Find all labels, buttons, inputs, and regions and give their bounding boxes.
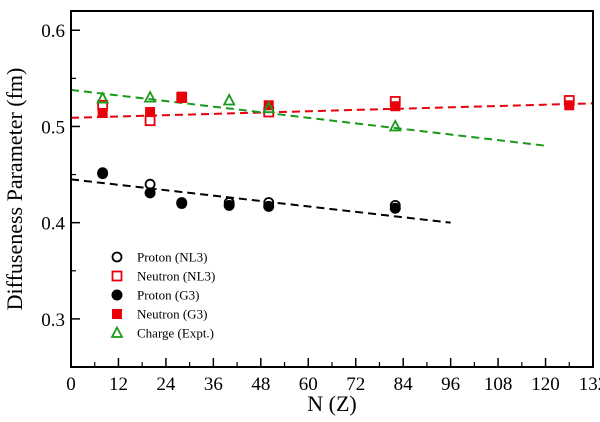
legend-label: Neutron (NL3) [137, 269, 215, 284]
data-point [143, 90, 157, 103]
data-point [389, 202, 401, 214]
legend-marker [111, 270, 123, 282]
x-tick-label: 108 [484, 374, 513, 395]
data-point [97, 107, 108, 118]
x-tick-label: 132 [579, 374, 600, 395]
data-point [262, 100, 276, 114]
fit-lines [70, 88, 594, 224]
legend-marker [111, 289, 123, 301]
y-axis-title: Diffuseness Parameter (fm) [2, 68, 27, 311]
legend-label: Charge (Expt.) [137, 326, 214, 341]
data-point [223, 199, 235, 211]
y-tick-label: 0.4 [41, 214, 65, 235]
x-tick-label: 120 [531, 374, 560, 395]
data-point [144, 187, 156, 199]
x-tick-label: 36 [204, 374, 223, 395]
y-tick-label: 0.6 [41, 21, 65, 42]
data-points [96, 90, 575, 214]
x-tick-label: 96 [441, 374, 460, 395]
x-tick-label: 0 [66, 374, 76, 395]
fit-line [70, 88, 546, 147]
data-point [176, 91, 187, 102]
x-tick-label: 84 [394, 374, 414, 395]
data-point [222, 93, 236, 106]
legend-label: Proton (G3) [137, 288, 199, 303]
x-tick-label: 60 [299, 374, 318, 395]
data-point [564, 100, 575, 111]
data-point [390, 101, 401, 112]
legend-label: Proton (NL3) [137, 250, 207, 265]
legend: Proton (NL3) Neutron (NL3) Proton (G3) Neut… [110, 250, 215, 341]
data-point [96, 91, 110, 104]
fit-line [70, 102, 594, 119]
legend-label: Neutron (G3) [137, 307, 207, 322]
data-point [144, 115, 156, 127]
legend-marker [112, 309, 122, 319]
data-point [144, 178, 156, 190]
data-point [388, 119, 402, 132]
fit-line [70, 178, 451, 224]
y-tick-label: 0.3 [41, 310, 65, 331]
y-tick-label: 0.5 [41, 117, 65, 138]
data-point [145, 107, 156, 118]
x-axis-title: N (Z) [307, 391, 356, 416]
legend-marker [110, 325, 124, 338]
x-tick-label: 24 [156, 374, 176, 395]
legend-marker [111, 251, 123, 263]
x-tick-label: 72 [346, 374, 365, 395]
data-point [176, 197, 188, 209]
x-tick-label: 48 [251, 374, 270, 395]
axis-ticks: 0 12 24 36 48 60 72 84 96 108 120 132 0.3 0.4 0.5 0.6 [41, 21, 600, 395]
data-point [263, 200, 275, 212]
data-point [97, 168, 109, 180]
x-tick-label: 12 [109, 374, 128, 395]
